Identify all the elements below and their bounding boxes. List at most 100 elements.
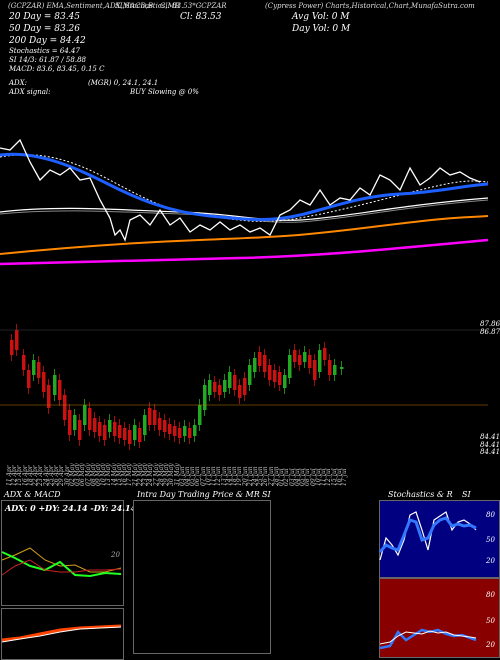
buy-signal: BUY Slowing @ 0% [130, 88, 199, 96]
candle-body [63, 395, 67, 420]
macd-subpanel [1, 608, 124, 660]
stoch-si-label: SI [462, 490, 471, 499]
ema20-readout: 20 Day = 83.45 [9, 12, 81, 22]
candle-body [228, 372, 232, 388]
adx-value: (MGR) 0, 24.1, 24.1 [88, 79, 159, 87]
adx-level-20: 20 [111, 551, 120, 559]
candle-body [313, 360, 317, 380]
candle-body [153, 410, 157, 425]
ema50-readout: 50 Day = 83.26 [9, 24, 81, 34]
candle-body [88, 408, 92, 430]
si-level-80: 80 [486, 591, 495, 599]
candle-body [258, 352, 262, 366]
candle-body [173, 426, 177, 436]
candle-body [143, 415, 147, 435]
candle-body [178, 428, 182, 438]
ema200-readout: 200 Day = 84.42 [9, 36, 86, 46]
candle-body [37, 362, 41, 378]
candle-body [78, 420, 82, 440]
price-tick-low3: 84.41 [480, 448, 500, 456]
candle-body [333, 365, 337, 375]
price-tick-top2: 86.87 [480, 328, 500, 336]
candle-body [293, 350, 297, 362]
close-readout: Cl: 83.53 [180, 12, 222, 22]
intraday-panel-title: Intra Day Trading Price & MR [137, 490, 260, 499]
candle-body [253, 358, 257, 372]
candle-body [340, 367, 344, 369]
candle-body [303, 352, 307, 362]
stoch-level-20: 20 [486, 557, 495, 565]
candle-body [218, 385, 222, 395]
candle-body [10, 340, 14, 355]
si-panel: 80 50 20 [379, 578, 500, 658]
candle-body [98, 422, 102, 436]
candle-body [208, 380, 212, 395]
candle-body [68, 410, 72, 435]
candle-body [198, 405, 202, 425]
candle-body [133, 425, 137, 440]
candle-body [238, 385, 242, 398]
si-readout: SI 14/3: 61.87 / 58.88 [9, 56, 86, 64]
candle-body [83, 405, 87, 425]
intraday-panel [133, 500, 271, 654]
candle-body [323, 348, 327, 360]
candle-body [268, 365, 272, 380]
candle-body [138, 428, 142, 442]
stoch-level-50: 50 [486, 536, 495, 544]
ema20-line [0, 152, 489, 222]
candle-body [123, 428, 127, 440]
candle-body [233, 375, 237, 390]
candle-body [108, 420, 112, 432]
main-chart [0, 138, 489, 450]
candle-body [308, 355, 312, 368]
candle-body [93, 418, 97, 432]
ema200-line [0, 238, 489, 266]
ema-lines [0, 138, 489, 266]
candle-body [188, 428, 192, 438]
candle-body [223, 380, 227, 392]
candles [10, 324, 344, 450]
candle-body [53, 375, 57, 395]
candle-body [42, 372, 46, 392]
day-vol-readout: Day Vol: 0 M [292, 24, 351, 34]
candle-body [22, 355, 26, 370]
candle-body [248, 365, 252, 385]
candle-body [318, 350, 322, 372]
candle-body [288, 355, 292, 378]
candle-body [203, 385, 207, 410]
candle-body [128, 430, 132, 444]
candle-body [73, 415, 77, 430]
si-level-20: 20 [486, 641, 495, 649]
price-tick-low1: 84.41 [480, 433, 500, 441]
stoch-readout: Stochastics = 64.47 [9, 47, 80, 55]
stoch-level-80: 80 [486, 511, 495, 519]
adx-signal-label: ADX signal: [9, 88, 51, 96]
candle-body [58, 380, 62, 400]
candle-body [15, 330, 19, 350]
candle-body [328, 360, 332, 375]
candle-body [148, 408, 152, 425]
ema-dotted-line [0, 154, 489, 222]
adx-panel-title: ADX & MACD [4, 490, 61, 499]
chart-title-mid2: Cl: 83.53*GCPZAR [160, 2, 227, 10]
price-tick-low2: 84.41 [480, 441, 500, 449]
candle-body [113, 422, 117, 436]
ema100-line [0, 215, 489, 255]
adx-macd-panel: ADX: 0 +DY: 24.14 -DY: 24.14 20 [1, 500, 136, 606]
adx-panel-readout: ADX: 0 +DY: 24.14 -DY: 24.14 [5, 503, 137, 513]
candle-body [273, 370, 277, 382]
candle-body [183, 426, 187, 436]
candle-body [118, 425, 122, 438]
candle-body [263, 355, 267, 372]
chart-title-left: (GCPZAR) EMA,Sentiment,ADX,MACD,B [8, 2, 154, 10]
stoch-panel-title: Stochastics & R [388, 490, 453, 499]
candle-body [278, 372, 282, 385]
ema50-line [0, 197, 489, 221]
candle-body [283, 375, 287, 388]
intraday-si-label: SI [262, 490, 271, 499]
adx-label: ADX: [9, 79, 28, 87]
candle-body [243, 378, 247, 395]
chart-title-right: (Cypress Power) Charts,Historical,Chart,… [265, 2, 475, 10]
si-level-50: 50 [486, 617, 495, 625]
macd-readout: MACD: 83.6, 83.45, 0.15 C [9, 65, 105, 73]
